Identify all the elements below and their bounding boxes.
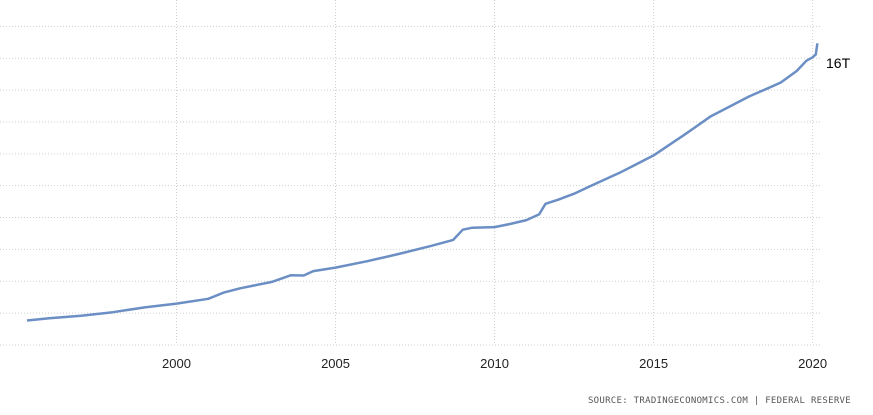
series-line [26, 43, 819, 322]
x-tick-label: 2005 [321, 356, 350, 371]
x-tick-label: 2010 [480, 356, 509, 371]
grid [0, 0, 821, 346]
x-tick-label: 2000 [162, 356, 191, 371]
source-credit: SOURCE: TRADINGECONOMICS.COM | FEDERAL R… [587, 396, 851, 406]
x-tick-label: 2015 [639, 356, 668, 371]
x-tick-label: 2020 [798, 356, 827, 371]
x-axis: 2000 2005 2010 2015 2020 [162, 356, 827, 371]
last-value-label: 16T [826, 55, 851, 71]
